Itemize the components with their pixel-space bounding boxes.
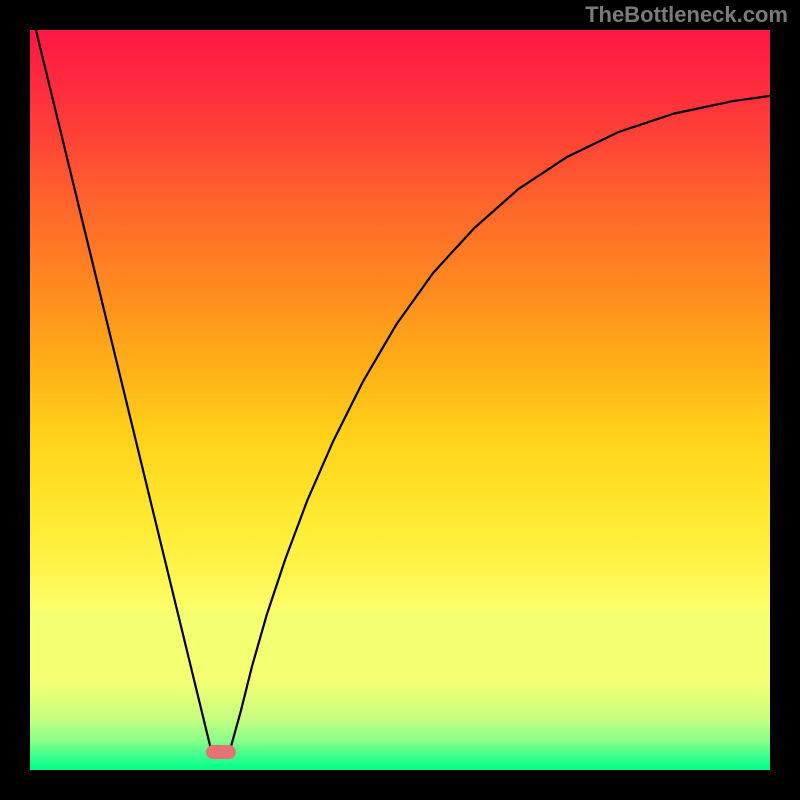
minimum-marker [206, 745, 236, 759]
plot-area [30, 30, 770, 770]
curve-svg [30, 30, 770, 770]
chart-container: TheBottleneck.com [0, 0, 800, 800]
watermark-text: TheBottleneck.com [585, 2, 788, 28]
bottleneck-curve [36, 30, 770, 751]
